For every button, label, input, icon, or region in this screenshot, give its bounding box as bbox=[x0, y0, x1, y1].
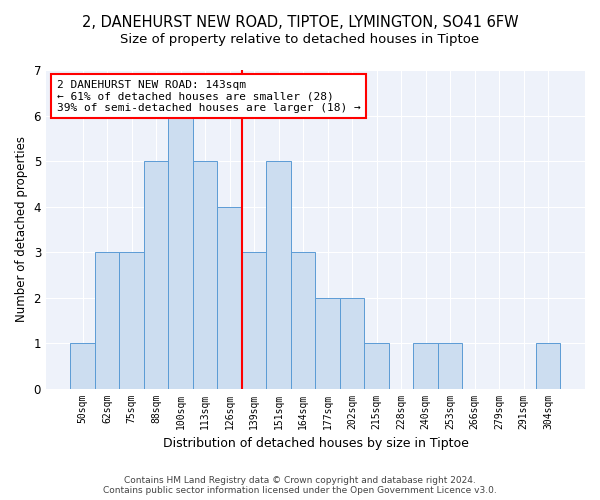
Bar bbox=[119, 252, 144, 388]
Bar bbox=[364, 343, 389, 388]
Bar bbox=[169, 116, 193, 388]
Bar bbox=[242, 252, 266, 388]
Bar bbox=[438, 343, 463, 388]
Bar bbox=[266, 161, 291, 388]
Bar bbox=[193, 161, 217, 388]
Bar bbox=[536, 343, 560, 388]
Bar bbox=[291, 252, 316, 388]
Bar bbox=[95, 252, 119, 388]
Y-axis label: Number of detached properties: Number of detached properties bbox=[15, 136, 28, 322]
Bar bbox=[144, 161, 169, 388]
Bar bbox=[217, 206, 242, 388]
Text: Size of property relative to detached houses in Tiptoe: Size of property relative to detached ho… bbox=[121, 32, 479, 46]
X-axis label: Distribution of detached houses by size in Tiptoe: Distribution of detached houses by size … bbox=[163, 437, 469, 450]
Bar bbox=[340, 298, 364, 388]
Bar bbox=[316, 298, 340, 388]
Text: 2, DANEHURST NEW ROAD, TIPTOE, LYMINGTON, SO41 6FW: 2, DANEHURST NEW ROAD, TIPTOE, LYMINGTON… bbox=[82, 15, 518, 30]
Bar bbox=[413, 343, 438, 388]
Text: 2 DANEHURST NEW ROAD: 143sqm
← 61% of detached houses are smaller (28)
39% of se: 2 DANEHURST NEW ROAD: 143sqm ← 61% of de… bbox=[56, 80, 361, 113]
Bar bbox=[70, 343, 95, 388]
Text: Contains HM Land Registry data © Crown copyright and database right 2024.
Contai: Contains HM Land Registry data © Crown c… bbox=[103, 476, 497, 495]
